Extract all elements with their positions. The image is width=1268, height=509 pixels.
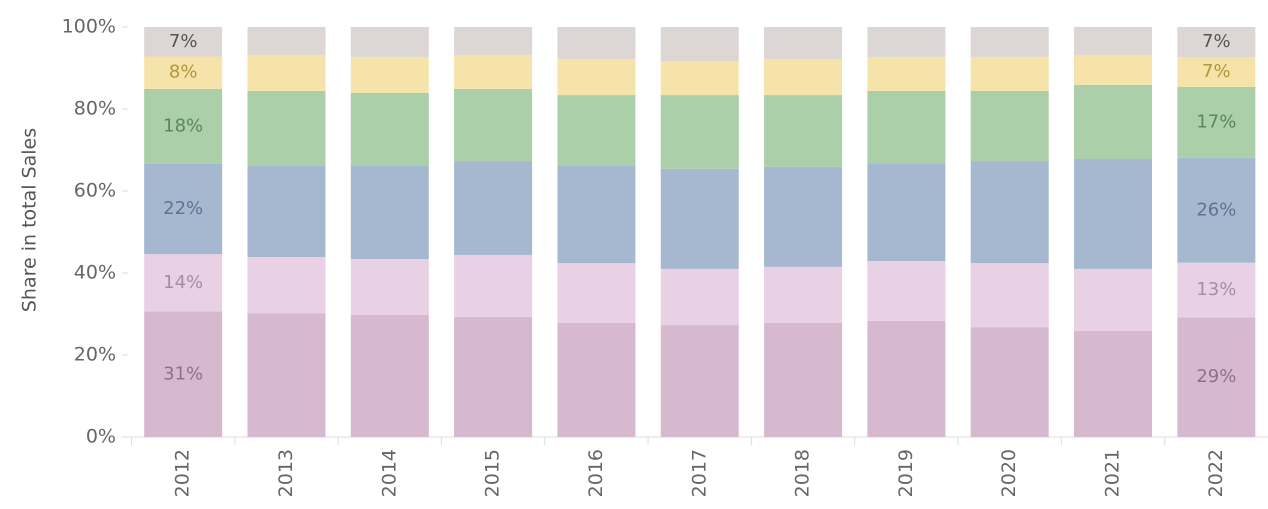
bar-segment — [867, 163, 946, 262]
value-label: 14% — [163, 272, 203, 293]
x-tick-label: 2012 — [172, 449, 194, 497]
bar-segment — [660, 268, 739, 326]
value-label: 31% — [163, 363, 203, 384]
x-tick-label: 2013 — [275, 449, 297, 497]
bar-segment — [764, 166, 843, 267]
x-tick-label: 2014 — [378, 449, 400, 497]
bar-segment — [867, 90, 946, 164]
bar-segment — [1177, 27, 1256, 58]
x-tick-label: 2015 — [482, 449, 504, 497]
bar-segment — [144, 254, 223, 312]
bar-segment — [660, 95, 739, 169]
bar-segment — [247, 54, 326, 91]
bar-segment — [247, 165, 326, 258]
x-tick-label: 2017 — [688, 449, 710, 497]
bar-segment — [144, 56, 223, 89]
bar-segment — [970, 327, 1049, 437]
bar-segment — [454, 54, 533, 89]
bar-segment — [557, 165, 636, 264]
bar-segment — [247, 313, 326, 437]
bar-segment — [867, 261, 946, 321]
value-label: 7% — [169, 31, 198, 52]
bar-segment — [247, 257, 326, 314]
bar-segment — [350, 314, 429, 437]
bar-segment — [247, 27, 326, 55]
bar-segment — [867, 27, 946, 57]
x-tick-label: 2019 — [895, 449, 917, 497]
bar-segment — [660, 325, 739, 437]
bar-segment — [557, 323, 636, 437]
bar-segment — [454, 316, 533, 437]
value-label: 13% — [1196, 279, 1236, 300]
bar-segment — [970, 56, 1049, 91]
y-tick-label: 40% — [74, 262, 116, 284]
value-label: 22% — [163, 198, 203, 219]
y-tick-label: 20% — [74, 344, 116, 366]
bar-segment — [970, 27, 1049, 57]
bar-segment — [247, 90, 326, 166]
y-tick-label: 60% — [74, 180, 116, 202]
bar-segment — [660, 168, 739, 269]
bar-segment — [144, 88, 223, 164]
bar-segment — [867, 320, 946, 437]
bar-segment — [764, 58, 843, 96]
bar-segment — [454, 161, 533, 255]
bar-segment — [1074, 268, 1153, 331]
value-label: 7% — [1202, 31, 1231, 52]
y-tick-label: 0% — [86, 426, 116, 448]
bar-segment — [454, 27, 533, 55]
x-tick-label: 2020 — [998, 449, 1020, 497]
bar-segment — [1074, 84, 1153, 160]
bar-segment — [350, 27, 429, 57]
x-tick-label: 2021 — [1102, 449, 1124, 497]
bar-segment — [350, 93, 429, 166]
bar-segment — [660, 27, 739, 62]
bar-segment — [1074, 54, 1153, 85]
bar-segment — [1177, 262, 1256, 318]
bar-segment — [970, 161, 1049, 264]
bar-segment — [1177, 86, 1256, 158]
bar-segment — [660, 61, 739, 96]
y-tick-label: 100% — [62, 16, 116, 38]
bar-segment — [454, 254, 533, 317]
bar-segment — [970, 263, 1049, 328]
bar-segment — [144, 27, 223, 57]
value-label: 7% — [1202, 61, 1231, 82]
bar-segment — [764, 266, 843, 324]
bar-segment — [557, 27, 636, 59]
x-tick-label: 2022 — [1205, 449, 1227, 497]
bar-segment — [867, 56, 946, 91]
bar-segment — [1177, 157, 1256, 263]
value-label: 18% — [163, 115, 203, 136]
bar-segment — [1074, 330, 1153, 437]
bar-segment — [144, 163, 223, 255]
x-tick-label: 2018 — [792, 449, 814, 497]
bar-segment — [350, 56, 429, 94]
y-tick-label: 80% — [74, 98, 116, 120]
bar-segment — [350, 165, 429, 260]
bar-segment — [144, 311, 223, 437]
bar-segment — [557, 95, 636, 166]
bar-segment — [970, 90, 1049, 162]
value-label: 26% — [1196, 199, 1236, 220]
bar-segment — [764, 95, 843, 167]
bar-segment — [764, 323, 843, 437]
bar-segment — [454, 88, 533, 162]
value-label: 17% — [1196, 111, 1236, 132]
value-label: 8% — [169, 62, 198, 83]
bar-segment — [350, 259, 429, 315]
bar-segment — [764, 27, 843, 59]
bar-segment — [557, 263, 636, 324]
x-tick-label: 2016 — [585, 449, 607, 497]
value-label: 29% — [1196, 366, 1236, 387]
bar-segment — [1177, 317, 1256, 437]
bar-segment — [1074, 27, 1153, 55]
y-axis-title: Share in total Sales — [19, 128, 41, 312]
bar-segment — [1074, 159, 1153, 269]
bar-segment — [557, 58, 636, 96]
bar-segment — [1177, 57, 1256, 87]
